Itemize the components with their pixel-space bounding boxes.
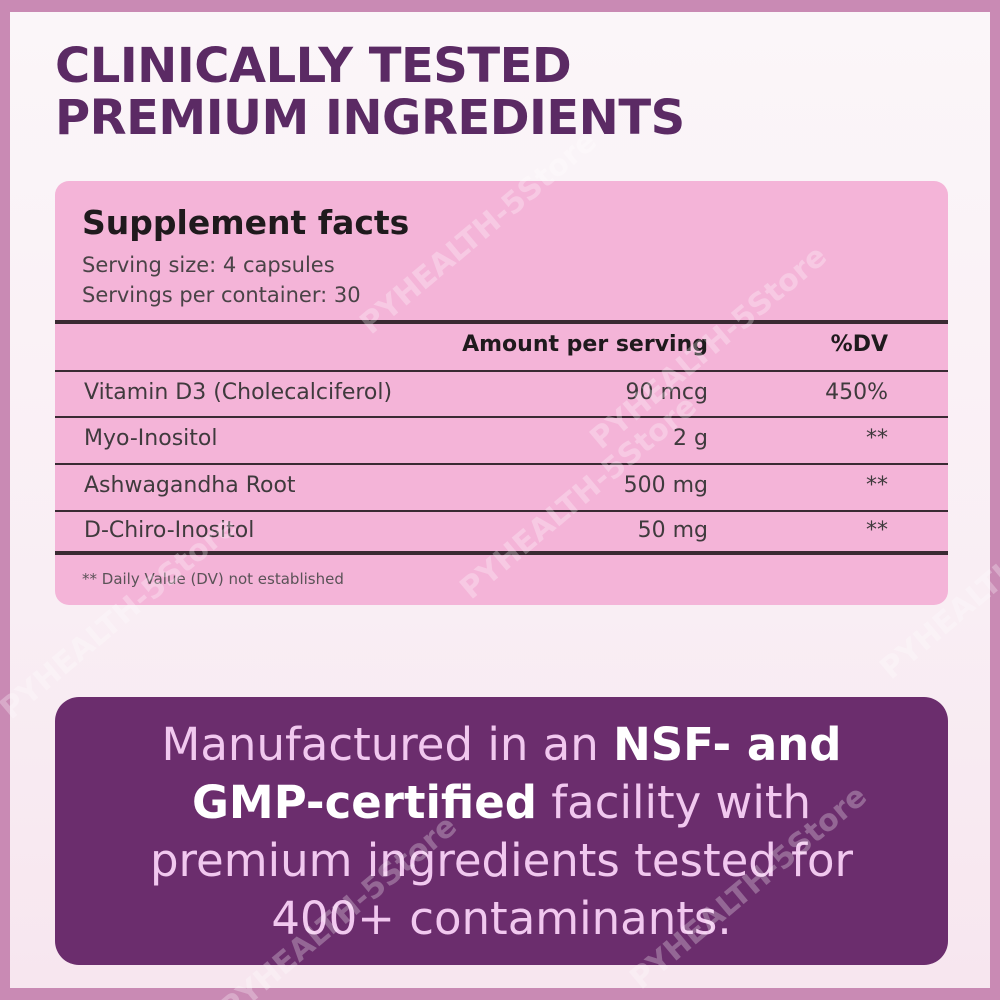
ingredient-dv: ** <box>866 517 888 543</box>
banner-line: Manufactured in an NSF- and <box>55 718 948 771</box>
heading-line: PREMIUM INGREDIENTS <box>55 90 685 146</box>
serving-size: Serving size: 4 capsules <box>82 253 335 277</box>
banner-line: GMP-certified facility with <box>55 776 948 829</box>
row-rule <box>55 370 948 372</box>
ingredient-amount: 500 mg <box>623 473 708 498</box>
thick-rule <box>55 320 948 324</box>
column-header: Amount per serving <box>462 332 708 357</box>
facts-card <box>55 181 948 605</box>
facts-title: Supplement facts <box>82 203 410 242</box>
ingredient-amount: 50 mg <box>637 517 708 543</box>
row-rule <box>55 463 948 465</box>
banner <box>55 697 948 965</box>
column-header: %DV <box>830 332 888 357</box>
ingredient-name: D-Chiro-Inositol <box>84 517 255 543</box>
ingredient-dv: ** <box>866 426 888 451</box>
banner-segment: NSF- and <box>613 718 842 771</box>
banner-segment: GMP-certified <box>191 776 537 829</box>
ingredient-amount: 90 mcg <box>625 379 708 405</box>
ingredient-dv: 450% <box>825 379 888 405</box>
banner-segment: facility with <box>536 776 812 829</box>
ingredient-name: Vitamin D3 (Cholecalciferol) <box>84 379 393 405</box>
banner-segment: premium ingredients tested for <box>149 834 854 887</box>
thick-rule <box>55 551 948 555</box>
ingredient-amount: 2 g <box>673 426 708 451</box>
heading-line: CLINICALLY TESTED <box>55 38 572 94</box>
banner-segment: 400+ contaminants. <box>271 892 732 945</box>
row-rule <box>55 416 948 418</box>
ingredient-dv: ** <box>866 473 888 498</box>
banner-line: 400+ contaminants. <box>55 892 948 945</box>
banner-line: premium ingredients tested for <box>55 834 948 887</box>
servings-per-container: Servings per container: 30 <box>82 283 361 307</box>
footnote: ** Daily Value (DV) not established <box>82 570 344 588</box>
banner-segment: Manufactured in an <box>161 718 614 771</box>
ingredient-name: Myo-Inositol <box>84 426 218 451</box>
row-rule <box>55 510 948 512</box>
ingredient-name: Ashwagandha Root <box>84 473 296 498</box>
